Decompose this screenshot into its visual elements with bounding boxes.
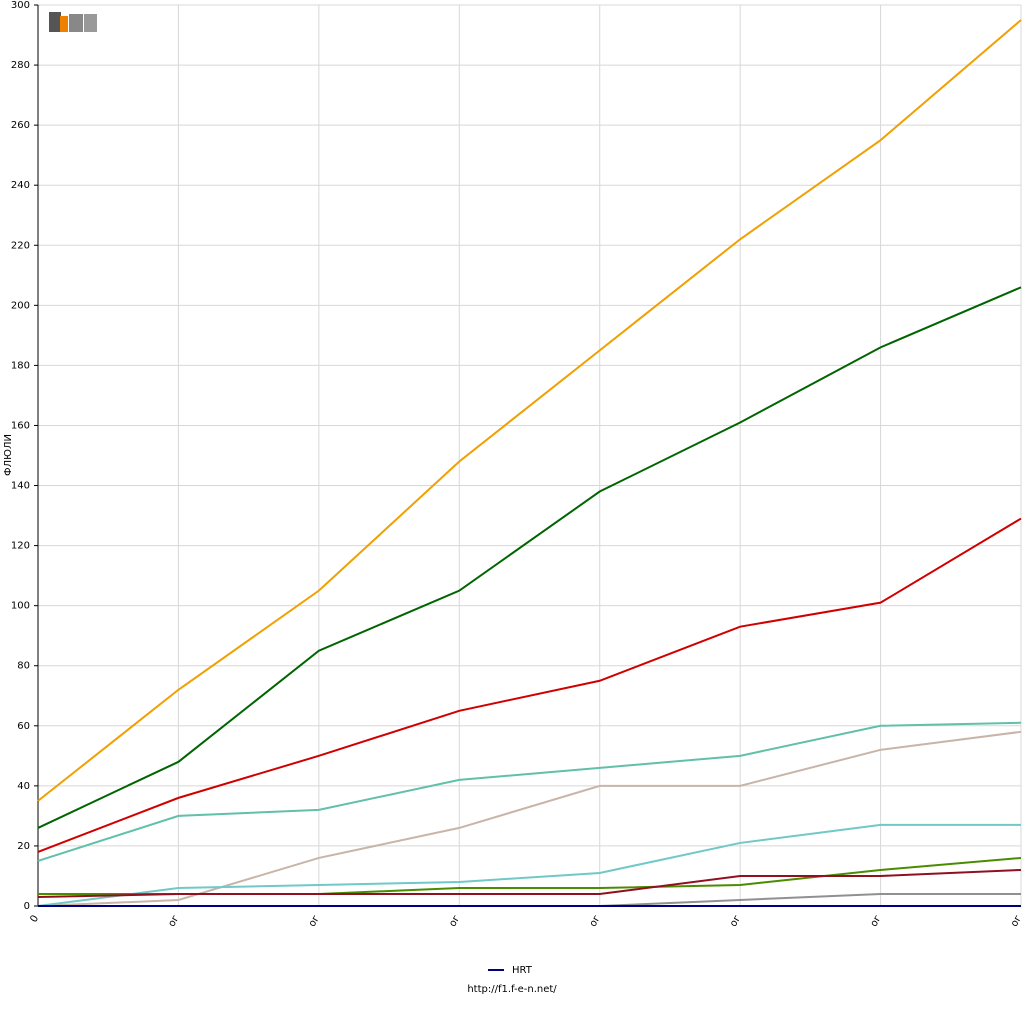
series-line — [37, 823, 1021, 907]
y-tick-label: 60 — [17, 721, 30, 732]
y-tick-label: 140 — [11, 481, 30, 492]
x-tick-label: ог — [307, 914, 322, 929]
x-tick-label: ог — [166, 914, 181, 929]
logo-part — [84, 14, 97, 32]
logo — [48, 10, 98, 34]
y-tick-label: 220 — [11, 240, 30, 251]
y-tick-label: 300 — [11, 0, 30, 11]
y-tick-label: 120 — [11, 541, 30, 552]
y-tick-label: 180 — [11, 360, 30, 371]
x-tick-label: ог — [447, 914, 462, 929]
y-tick-label: 20 — [17, 841, 30, 852]
series-line — [37, 286, 1022, 829]
y-tick-label: 240 — [11, 180, 30, 191]
logo-part — [49, 12, 61, 32]
y-tick-label: 280 — [11, 60, 30, 71]
y-tick-label: 160 — [11, 420, 30, 431]
x-tick-label: 0 — [28, 914, 41, 925]
y-tick-label: 0 — [24, 901, 30, 912]
series-line — [37, 868, 1022, 898]
y-tick-label: 80 — [17, 661, 30, 672]
series-line — [37, 721, 1022, 862]
x-tick-label: ог — [1009, 914, 1024, 929]
y-tick-label: 100 — [11, 601, 30, 612]
series-line — [37, 19, 1022, 802]
y-tick-label: 260 — [11, 120, 30, 131]
y-axis-label: ФЛЮЛИ — [3, 434, 14, 476]
x-tick-label: ог — [588, 914, 603, 929]
x-tick-label: ог — [869, 914, 884, 929]
logo-part — [69, 14, 83, 32]
logo-part — [60, 16, 68, 32]
x-tick-label: ог — [728, 914, 743, 929]
series-line — [599, 892, 1021, 907]
series-line — [37, 730, 1022, 907]
series-line — [37, 517, 1022, 853]
footer: http://f1.f-e-n.net/ — [467, 984, 557, 995]
legend-label: HRT — [512, 965, 533, 976]
y-tick-label: 200 — [11, 300, 30, 311]
y-tick-label: 40 — [17, 781, 30, 792]
